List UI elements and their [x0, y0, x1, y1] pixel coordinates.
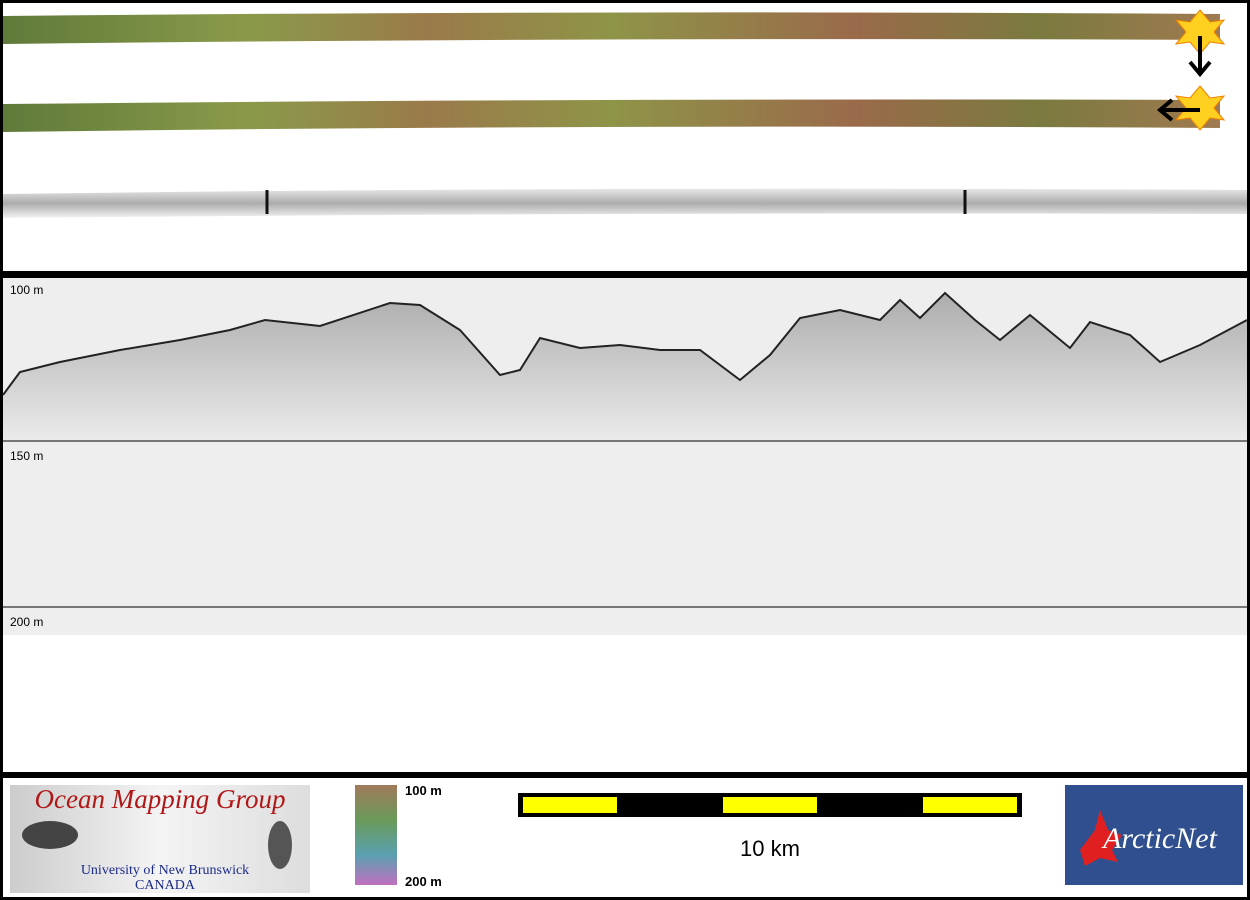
- direction-arrow: [1188, 36, 1212, 78]
- blank-panel: [3, 635, 1247, 772]
- swath-strip: [3, 99, 1220, 132]
- seafloor-trace: [2, 291, 1248, 396]
- direction-arrow: [1156, 98, 1200, 122]
- arcticnet-text: ArcticNet: [1101, 822, 1218, 855]
- colorbar: [355, 785, 397, 885]
- depth-label: 200 m: [10, 615, 43, 629]
- logo-shape: [268, 821, 292, 869]
- omg-title: Ocean Mapping Group: [35, 784, 286, 814]
- depth-label: 150 m: [10, 449, 43, 463]
- backscatter-strip: [3, 188, 1247, 218]
- omg-line: University of New Brunswick: [81, 863, 249, 878]
- scale-segment: [923, 797, 1017, 813]
- scale-segment: [723, 797, 817, 813]
- logo-shape: [22, 821, 78, 849]
- echogram-panel: [3, 278, 1247, 635]
- colorbar-label: 200 m: [405, 874, 442, 889]
- echo-fill: [3, 293, 1247, 440]
- maple-leaf: [1080, 810, 1122, 866]
- depth-label: 100 m: [10, 283, 43, 297]
- omg-line: CANADA: [135, 878, 196, 893]
- swath-panel: [3, 3, 1247, 271]
- colorbar-label: 100 m: [405, 783, 442, 798]
- swath-strip: [3, 12, 1220, 44]
- scale-segment: [523, 797, 617, 813]
- scale-label: 10 km: [740, 836, 800, 861]
